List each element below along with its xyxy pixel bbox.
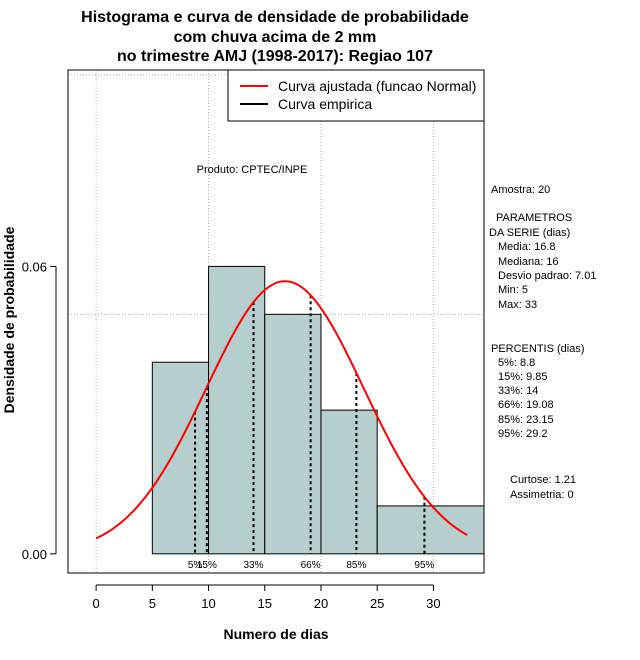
y-tick-label-0: 0.00: [22, 547, 47, 562]
stats-panel: Amostra: 20 PARAMETROS DA SERIE (dias) M…: [489, 184, 596, 501]
histogram-bar-4: [376, 505, 485, 555]
x-tick-label-1: 5: [149, 596, 156, 611]
stat-skewness: Assimetria: 0: [510, 489, 574, 501]
chart-title-line-1: Histograma e curva de densidade de proba…: [81, 9, 469, 26]
histogram-bar-3: [320, 409, 378, 555]
stat-std-dev: Desvio padrao: 7.01: [498, 270, 596, 282]
histogram-bar-0: [151, 361, 210, 555]
histogram-bar-2: [264, 313, 322, 555]
legend-box: [227, 69, 485, 122]
percentile-label-3: 66%: [301, 560, 321, 571]
stat-p5: 5%: 8.8: [498, 357, 535, 369]
stat-p85: 85%: 23.15: [498, 414, 554, 426]
x-axis-title: Numero de dias: [223, 626, 328, 642]
sample-size: Amostra: 20: [491, 184, 550, 196]
x-tick-label-5: 25: [370, 596, 384, 611]
x-tick-label-0: 0: [92, 596, 99, 611]
params-title: PARAMETROS: [496, 212, 572, 224]
histogram-bars: [151, 265, 485, 555]
normal-curve-layer: [95, 280, 468, 540]
percentile-label-4: 85%: [346, 560, 366, 571]
stat-kurtosis: Curtose: 1.21: [510, 474, 576, 486]
x-tick-label-6: 30: [426, 596, 440, 611]
stat-mean: Media: 16.8: [498, 241, 555, 253]
stat-p66: 66%: 19.08: [498, 399, 554, 411]
legend-label-empirical: Curva empirica: [278, 96, 372, 112]
legend: Curva ajustada (funcao Normal) Curva emp…: [227, 69, 485, 122]
chart-title-line-2: com chuva acima de 2 mm: [174, 29, 377, 46]
x-tick-label-3: 15: [258, 596, 272, 611]
stat-median: Mediana: 16: [498, 256, 559, 268]
stat-min: Min: 5: [498, 284, 528, 296]
chart-title-line-3: no trimestre AMJ (1998-2017): Regiao 107: [117, 48, 433, 65]
axes: 0 5 10 15 20 25 30 0.00 0.06: [22, 259, 441, 611]
legend-label-fitted: Curva ajustada (funcao Normal): [278, 78, 476, 94]
x-tick-label-2: 10: [201, 596, 215, 611]
percentile-label-0: 5%: [188, 560, 203, 571]
percentile-label-2: 33%: [244, 560, 264, 571]
stat-p15: 15%: 9.85: [498, 371, 548, 383]
normal-curve: [95, 280, 468, 540]
percentile-label-5: 95%: [414, 560, 434, 571]
y-axis-title: Densidade de probabilidade: [1, 226, 17, 413]
histogram-bar-1: [208, 265, 266, 555]
stat-max: Max: 33: [498, 299, 537, 311]
x-tick-label-4: 20: [314, 596, 328, 611]
product-annotation: Produto: CPTEC/INPE: [197, 164, 308, 176]
params-subtitle: DA SERIE (dias): [489, 227, 570, 239]
percentile-lines: 5%15% 33% 66% 85% 95%: [188, 295, 435, 571]
percentiles-title: PERCENTIS (dias): [491, 343, 585, 355]
percentile-label-1: 15%: [197, 560, 217, 571]
y-tick-label-1: 0.06: [22, 259, 47, 274]
stat-p33: 33%: 14: [498, 385, 538, 397]
stat-p95: 95%: 29.2: [498, 428, 548, 440]
